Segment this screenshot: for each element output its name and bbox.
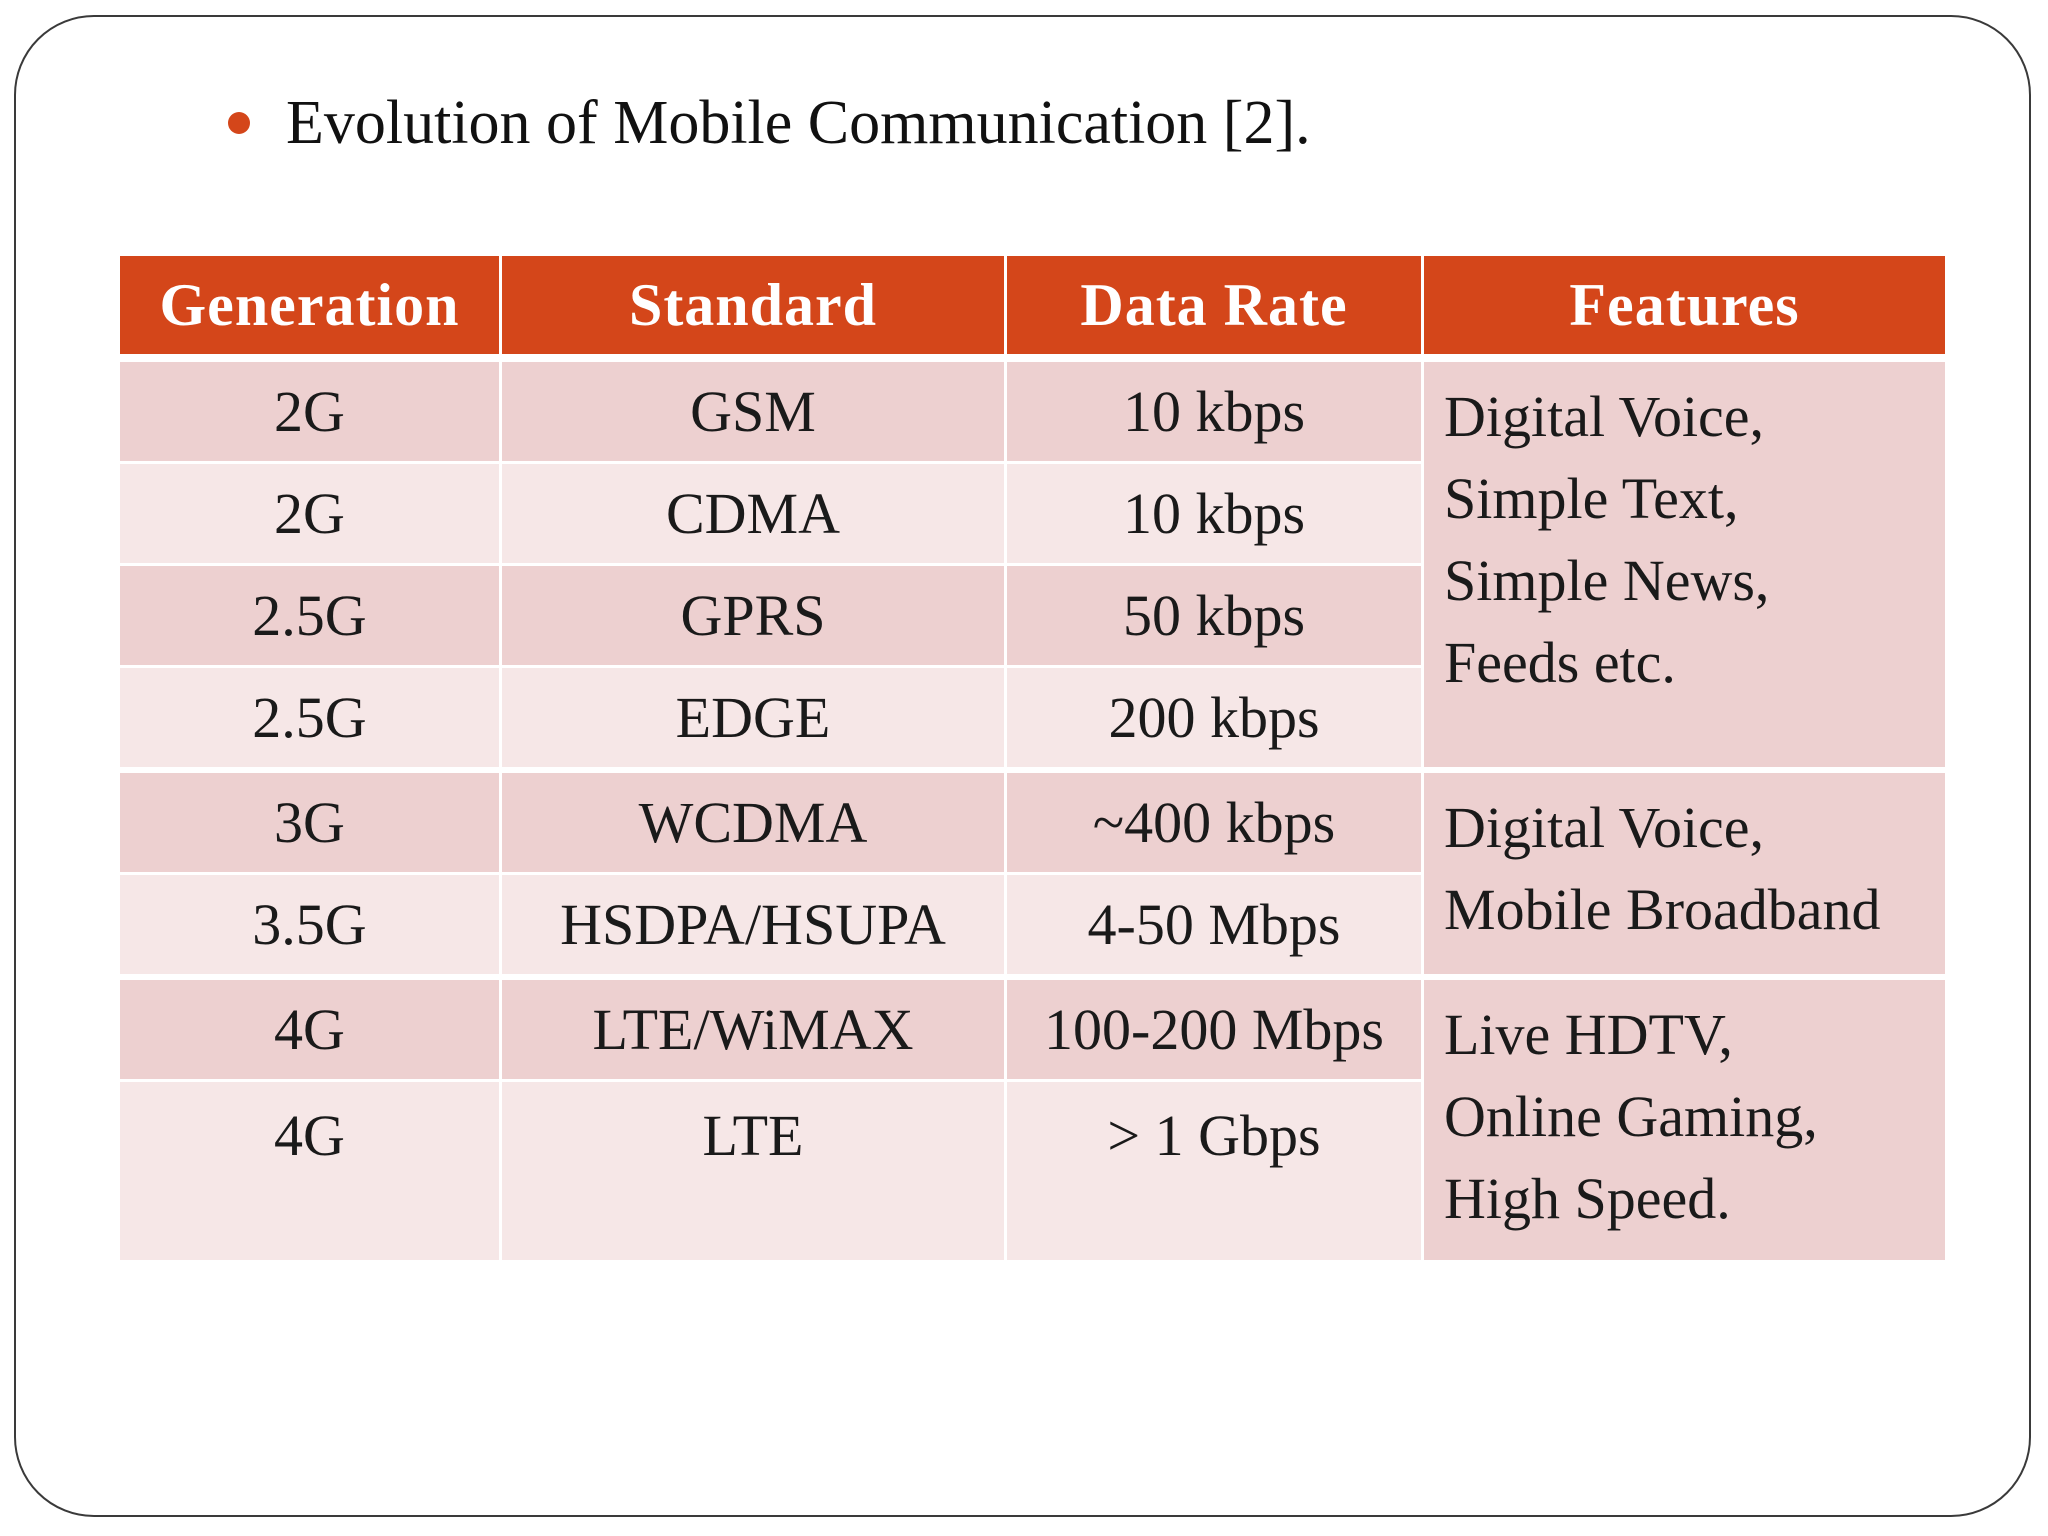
standard-cell: GSM xyxy=(502,362,1007,464)
feature-line: Online Gaming, xyxy=(1444,1084,1818,1149)
data-rate-cell: 200 kbps xyxy=(1007,668,1424,770)
table-row: 2.5G EDGE 200 kbps xyxy=(120,668,1945,770)
table-row: 2G GSM 10 kbps Digital Voice, Simple Tex… xyxy=(120,362,1945,770)
feature-line: Mobile Broadband xyxy=(1444,877,1881,942)
header-features: Features xyxy=(1424,256,1945,362)
evolution-table: Generation Standard Data Rate Features 2… xyxy=(120,256,1945,1263)
header-data-rate: Data Rate xyxy=(1007,256,1424,362)
data-rate-cell: 10 kbps xyxy=(1007,362,1424,464)
header-generation: Generation xyxy=(120,256,502,362)
data-rate-cell: 100-200 Mbps xyxy=(1007,977,1424,1082)
standard-cell: GPRS xyxy=(502,566,1007,668)
standard-cell: WCDMA xyxy=(502,770,1007,875)
table-row: 4G LTE/WiMAX 100-200 Mbps Live HDTV, Onl… xyxy=(120,977,1945,1263)
data-rate-cell: 50 kbps xyxy=(1007,566,1424,668)
features-cell-4g: Live HDTV, Online Gaming, High Speed. xyxy=(1424,977,1945,1263)
table-row: 2G CDMA 10 kbps xyxy=(120,464,1945,566)
data-rate-cell: 10 kbps xyxy=(1007,464,1424,566)
generation-cell: 2.5G xyxy=(120,566,502,668)
generation-cell: 3G xyxy=(120,770,502,875)
feature-line: High Speed. xyxy=(1444,1166,1731,1231)
features-cell-3g: Digital Voice, Mobile Broadband xyxy=(1424,770,1945,977)
feature-line: Simple News, xyxy=(1444,548,1770,613)
generation-cell: 4G xyxy=(120,977,502,1082)
table-row: 3G WCDMA ~400 kbps Digital Voice, Mobile… xyxy=(120,770,1945,977)
data-rate-cell: ~400 kbps xyxy=(1007,770,1424,875)
feature-line: Digital Voice, xyxy=(1444,795,1765,860)
feature-line: Feeds etc. xyxy=(1444,630,1676,695)
table-header-row: Generation Standard Data Rate Features xyxy=(120,256,1945,362)
feature-line: Simple Text, xyxy=(1444,466,1739,531)
table-row: 3.5G HSDPA/HSUPA 4-50 Mbps xyxy=(120,875,1945,977)
bullet-icon xyxy=(228,112,250,134)
standard-cell: LTE xyxy=(502,1082,1007,1263)
feature-line: Live HDTV, xyxy=(1444,1002,1733,1067)
features-cell-2g: Digital Voice, Simple Text, Simple News,… xyxy=(1424,362,1945,770)
standard-cell: HSDPA/HSUPA xyxy=(502,875,1007,977)
generation-cell: 2.5G xyxy=(120,668,502,770)
slide-heading: Evolution of Mobile Communication [2]. xyxy=(228,78,1311,168)
generation-cell: 2G xyxy=(120,362,502,464)
standard-cell: LTE/WiMAX xyxy=(502,977,1007,1082)
table-row: 2.5G GPRS 50 kbps xyxy=(120,566,1945,668)
standard-cell: EDGE xyxy=(502,668,1007,770)
table-row: 4G LTE > 1 Gbps xyxy=(120,1082,1945,1263)
data-rate-cell: > 1 Gbps xyxy=(1007,1082,1424,1263)
generation-cell: 2G xyxy=(120,464,502,566)
header-standard: Standard xyxy=(502,256,1007,362)
data-rate-cell: 4-50 Mbps xyxy=(1007,875,1424,977)
standard-cell: CDMA xyxy=(502,464,1007,566)
heading-text: Evolution of Mobile Communication [2]. xyxy=(286,88,1311,157)
generation-cell: 4G xyxy=(120,1082,502,1263)
feature-line: Digital Voice, xyxy=(1444,384,1765,449)
generation-cell: 3.5G xyxy=(120,875,502,977)
